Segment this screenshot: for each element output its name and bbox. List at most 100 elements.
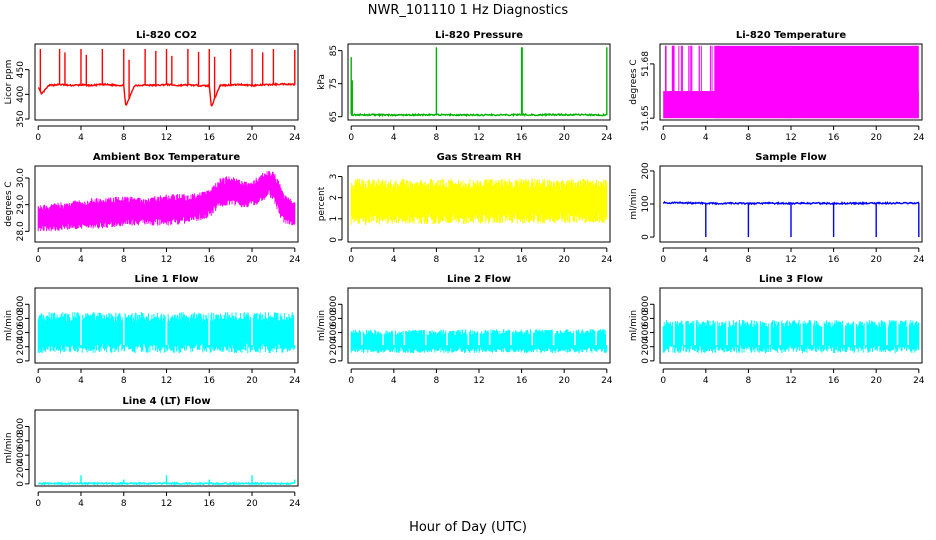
band-gap <box>673 317 675 346</box>
y-tick-label: 800 <box>16 418 26 435</box>
x-tick-label: 0 <box>35 499 41 509</box>
x-tick-label: 16 <box>828 376 840 386</box>
x-tick-label: 12 <box>785 255 796 265</box>
band-gap <box>80 310 82 346</box>
band-gap <box>403 327 406 346</box>
x-tick-label: 12 <box>161 133 172 143</box>
y-tick-label: 800 <box>641 295 651 312</box>
panel-plot-area <box>662 200 920 238</box>
band-gap <box>886 317 888 346</box>
x-tick-label: 4 <box>391 133 397 143</box>
y-axis-label: percent <box>317 186 327 221</box>
x-tick-label: 0 <box>35 133 41 143</box>
x-tick-label: 24 <box>913 255 925 265</box>
figure-title: NWR_101110 1 Hz Diagnostics <box>368 3 569 18</box>
panel-plot-area <box>350 178 608 225</box>
band-gap <box>694 317 696 346</box>
y-tick-label: 51.68 <box>641 51 651 77</box>
y-tick-label: 600 <box>16 310 26 327</box>
x-tick-label: 20 <box>246 376 258 386</box>
x-tick-label: 20 <box>870 133 882 143</box>
x-tick-label: 20 <box>870 376 882 386</box>
y-axis-label: kPa <box>317 74 327 90</box>
band-gap <box>446 327 448 346</box>
band-gap <box>361 327 363 346</box>
panel-3: Ambient Box Temperature 0 4 8 12 16 20 24 28.0 29… <box>4 152 301 265</box>
x-tick-label: 8 <box>746 255 752 265</box>
y-tick-label: 600 <box>329 310 339 327</box>
panel-title: Li-820 Temperature <box>736 30 846 41</box>
band-gap <box>606 327 608 346</box>
x-tick-label: 4 <box>78 376 84 386</box>
band-gap <box>208 310 211 346</box>
panel-title: Line 1 Flow <box>135 274 199 285</box>
panel-plot-area <box>350 47 608 118</box>
x-tick-label: 20 <box>558 376 570 386</box>
y-axis-label: ml/min <box>629 310 639 341</box>
panel-title: Line 3 Flow <box>759 274 823 285</box>
x-tick-label: 12 <box>161 255 172 265</box>
panel-title: Li-820 CO2 <box>136 30 197 41</box>
x-tick-label: 0 <box>348 133 354 143</box>
y-tick-label: 800 <box>329 295 339 312</box>
panel-8: Line 3 Flow 0 4 8 12 16 20 24 0 200400600800ml/mi… <box>629 274 925 386</box>
panel-2: Li-820 Temperature 0 4 8 12 16 20 24 51.65 51.68d… <box>629 30 925 143</box>
band-gap <box>768 317 771 346</box>
data-line <box>37 82 296 107</box>
panel-plot-area <box>37 310 296 354</box>
band-gap <box>683 317 686 346</box>
y-tick-label: 0 <box>641 234 651 240</box>
panel-frame <box>659 287 923 364</box>
x-tick-label: 12 <box>473 376 484 386</box>
x-tick-label: 4 <box>391 255 397 265</box>
panel-title: Line 4 (LT) Flow <box>122 396 210 407</box>
band-gap <box>122 310 125 346</box>
x-tick-label: 16 <box>828 133 840 143</box>
band-gap <box>574 327 576 346</box>
panel-frame <box>659 43 923 121</box>
y-axis-label: degrees C <box>4 181 14 226</box>
x-tick-label: 8 <box>121 376 127 386</box>
y-tick-label: 0 <box>641 358 651 364</box>
panel-plot-area <box>350 327 608 354</box>
y-axis-label: Licor ppm <box>4 60 14 105</box>
panel-frame <box>347 43 611 121</box>
data-band <box>37 171 296 232</box>
y-tick-label: 2 <box>329 195 339 201</box>
y-tick-label: 75 <box>329 78 339 89</box>
x-tick-label: 16 <box>516 133 528 143</box>
panel-title: Sample Flow <box>755 152 827 163</box>
y-tick-label: 200 <box>16 338 26 355</box>
x-tick-label: 24 <box>913 376 925 386</box>
x-tick-label: 4 <box>703 255 709 265</box>
y-axis-label: ml/min <box>4 310 14 341</box>
y-axis-label: degrees C <box>629 59 639 104</box>
y-tick-label: 30.0 <box>16 168 26 188</box>
x-tick-label: 16 <box>204 255 216 265</box>
y-tick-label: 200 <box>641 162 651 179</box>
panel-title: Ambient Box Temperature <box>93 152 240 163</box>
band-gap <box>854 317 856 346</box>
x-tick-label: 20 <box>870 255 882 265</box>
band-gap <box>864 317 867 346</box>
x-tick-label: 16 <box>516 255 528 265</box>
x-tick-label: 8 <box>121 499 127 509</box>
x-tick-label: 16 <box>828 255 840 265</box>
x-tick-label: 12 <box>473 133 484 143</box>
band-gap <box>726 317 728 346</box>
x-tick-label: 4 <box>78 133 84 143</box>
x-tick-label: 24 <box>289 133 301 143</box>
y-tick-label: 0 <box>16 481 26 487</box>
data-band <box>350 329 608 354</box>
y-axis-label: ml/min <box>629 188 639 219</box>
y-tick-label: 600 <box>641 310 651 327</box>
panel-plot-area <box>37 475 296 486</box>
band-gap <box>293 310 296 346</box>
y-tick-label: 400 <box>16 446 26 463</box>
x-tick-label: 8 <box>434 255 440 265</box>
band-gap <box>552 327 555 346</box>
